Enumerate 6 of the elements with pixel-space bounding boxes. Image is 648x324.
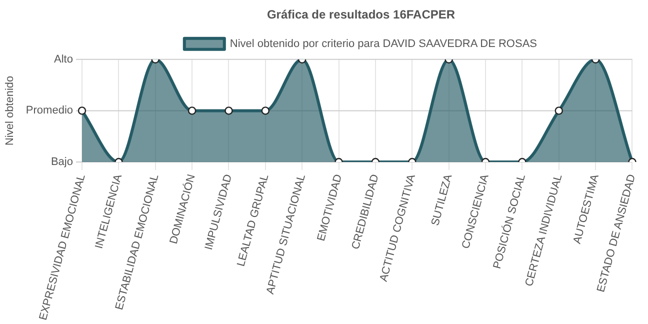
legend-label: Nivel obtenido por criterio para DAVID SAAVEDRA DE ROSAS (230, 38, 538, 50)
ref-line-label: Alto (54, 53, 73, 66)
ref-line-label: Promedio (26, 104, 73, 117)
y-axis-title: Nivel obtenido (4, 76, 16, 146)
ref-line-label: Bajo (50, 156, 73, 168)
chart-title: Gráfica de resultados 16FACPER (266, 8, 456, 22)
